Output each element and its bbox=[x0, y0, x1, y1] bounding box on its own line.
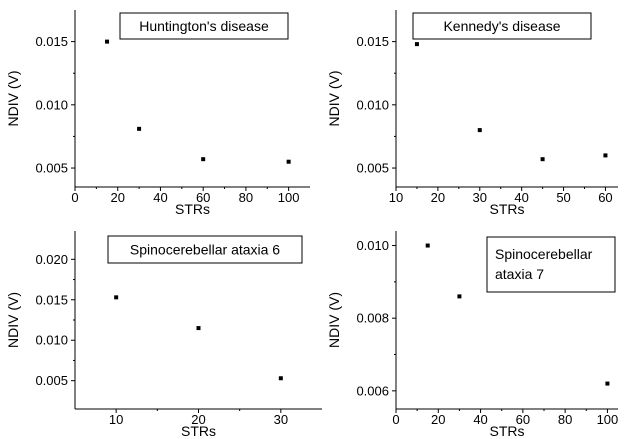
x-tick-label: 40 bbox=[514, 190, 528, 205]
y-axis-label: NDIV (V) bbox=[5, 71, 21, 127]
x-tick-label: 0 bbox=[71, 190, 78, 205]
y-tick-label: 0.006 bbox=[356, 383, 389, 398]
x-tick-label: 60 bbox=[516, 412, 530, 427]
x-tick-label: 30 bbox=[473, 190, 487, 205]
y-tick-label: 0.015 bbox=[35, 34, 68, 49]
x-tick-label: 20 bbox=[431, 412, 445, 427]
x-tick-label: 30 bbox=[274, 412, 288, 427]
data-point bbox=[603, 153, 608, 158]
x-tick-label: 60 bbox=[598, 190, 612, 205]
x-tick-label: 80 bbox=[239, 190, 253, 205]
x-tick-label: 40 bbox=[473, 412, 487, 427]
y-tick-label: 0.015 bbox=[356, 34, 389, 49]
x-tick-label: 20 bbox=[191, 412, 205, 427]
y-tick-label: 0.015 bbox=[35, 292, 68, 307]
data-point bbox=[201, 157, 206, 162]
y-tick-label: 0.005 bbox=[35, 373, 68, 388]
x-tick-label: 20 bbox=[110, 190, 124, 205]
title-box bbox=[412, 12, 592, 40]
data-point bbox=[114, 295, 119, 300]
x-tick-label: 10 bbox=[109, 412, 123, 427]
y-axis-label: NDIV (V) bbox=[326, 71, 342, 127]
chart-title: Huntington's disease bbox=[139, 18, 269, 34]
x-tick-label: 0 bbox=[392, 412, 399, 427]
x-axis-label: STRs bbox=[490, 201, 525, 217]
data-point bbox=[540, 157, 545, 162]
x-tick-label: 80 bbox=[558, 412, 572, 427]
data-point bbox=[477, 128, 482, 133]
title-box bbox=[486, 236, 616, 293]
chart-title: Kennedy's disease bbox=[443, 18, 560, 34]
chart-title-line: Spinocerebellar bbox=[495, 246, 593, 262]
y-tick-label: 0.010 bbox=[35, 97, 68, 112]
data-point bbox=[605, 381, 610, 386]
chart-panel-1: 0 20 40 60 80 100 0.005 0.010 0.015 STRs NDIV (V) H… bbox=[5, 10, 310, 217]
chart-title-line: ataxia 7 bbox=[495, 266, 544, 282]
x-tick-label: 20 bbox=[431, 190, 445, 205]
x-axis-label: STRs bbox=[181, 423, 216, 439]
title-box bbox=[107, 235, 303, 264]
y-tick-label: 0.008 bbox=[356, 311, 389, 326]
x-tick-label: 50 bbox=[556, 190, 570, 205]
chart-panel-3: 10 20 30 0.005 0.010 0.015 0.020 STRs NDIV (V) Sp… bbox=[5, 231, 322, 439]
y-tick-label: 0.005 bbox=[35, 161, 68, 176]
x-tick-label: 100 bbox=[278, 190, 300, 205]
x-tick-label: 60 bbox=[196, 190, 210, 205]
data-point bbox=[196, 326, 201, 331]
y-axis-label: NDIV (V) bbox=[326, 292, 342, 348]
x-tick-label: 100 bbox=[597, 412, 619, 427]
y-tick-label: 0.005 bbox=[356, 161, 389, 176]
data-point bbox=[137, 126, 142, 131]
chart-panel-2: 10 20 30 40 50 60 0.005 0.010 0.015 STRs NDIV (V) K… bbox=[326, 10, 618, 217]
chart-title: Spinocerebellar ataxia 6 bbox=[130, 242, 280, 258]
x-axis-label: STRs bbox=[175, 201, 210, 217]
y-tick-label: 0.010 bbox=[356, 238, 389, 253]
title-box bbox=[119, 12, 289, 40]
data-point bbox=[425, 243, 430, 248]
y-tick-label: 0.010 bbox=[35, 333, 68, 348]
x-axis-label: STRs bbox=[490, 423, 525, 439]
chart-panel-4: 0 20 40 60 80 100 0.006 0.008 0.010 STRs NDIV (V) S… bbox=[326, 231, 618, 439]
y-tick-label: 0.010 bbox=[356, 97, 389, 112]
data-point bbox=[105, 39, 110, 44]
data-point bbox=[414, 42, 419, 47]
data-point bbox=[286, 159, 291, 164]
x-tick-label: 10 bbox=[389, 190, 403, 205]
x-tick-label: 40 bbox=[153, 190, 167, 205]
y-tick-label: 0.020 bbox=[35, 252, 68, 267]
data-point bbox=[278, 376, 283, 381]
y-axis-label: NDIV (V) bbox=[5, 292, 21, 348]
data-point bbox=[457, 294, 462, 299]
